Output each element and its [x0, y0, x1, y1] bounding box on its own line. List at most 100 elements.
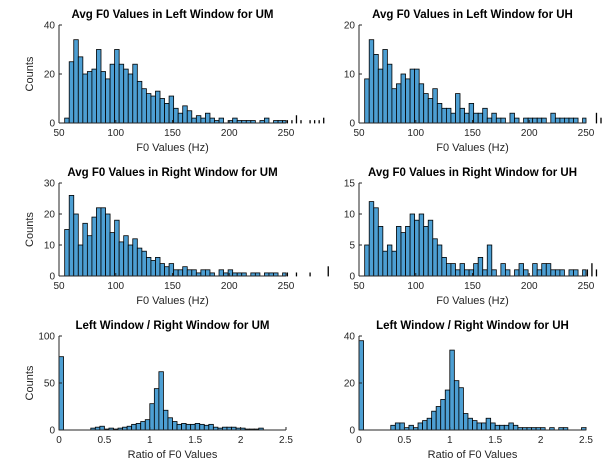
histogram-bar — [382, 250, 388, 277]
histogram-bar — [313, 120, 316, 124]
x-tick-label: 250 — [578, 128, 595, 139]
histogram-bar — [132, 63, 138, 124]
histogram-bar — [218, 269, 224, 277]
histogram-bar — [508, 422, 514, 431]
histogram-bar — [185, 423, 192, 431]
histogram-bar — [123, 68, 129, 124]
histogram-bar — [440, 399, 446, 431]
histogram-bar — [186, 110, 193, 124]
histogram-bar — [291, 120, 293, 124]
y-tick-label: 10 — [44, 241, 56, 252]
x-tick-label: 1 — [147, 435, 153, 446]
histogram-bar — [318, 120, 320, 124]
x-tick-label: 150 — [164, 281, 181, 292]
x-tick-label: 100 — [107, 128, 124, 139]
x-tick-label: 0.5 — [97, 435, 111, 446]
histogram-bar — [541, 263, 547, 277]
histogram-bar — [364, 244, 370, 277]
x-tick-label: 150 — [164, 128, 181, 139]
bars — [64, 39, 325, 124]
histogram-bar — [126, 425, 133, 431]
histogram-bar — [486, 117, 493, 124]
histogram-bar — [131, 423, 137, 431]
histogram-bar — [559, 117, 565, 124]
histogram-bar — [554, 117, 561, 124]
histogram-bar — [436, 103, 443, 124]
histogram-bar — [309, 120, 311, 124]
x-tick-label: 200 — [521, 281, 538, 292]
histogram-bar — [82, 73, 88, 124]
histogram-bar — [377, 225, 384, 277]
histogram-bar — [499, 424, 505, 431]
histogram-bar — [400, 232, 406, 277]
histogram-bar — [199, 423, 205, 431]
histogram-bar — [295, 115, 298, 124]
x-tick-label: 50 — [353, 128, 365, 139]
x-tick-label: 1.5 — [188, 435, 202, 446]
histogram-bar — [485, 417, 492, 431]
histogram-bar — [505, 269, 511, 277]
histogram-bar — [600, 117, 602, 124]
histogram-bar — [136, 247, 143, 277]
histogram-bar — [386, 244, 393, 277]
histogram-bar — [82, 222, 88, 277]
histogram-bar — [459, 263, 465, 277]
histogram-bar — [209, 117, 215, 124]
histogram-bar — [159, 98, 165, 124]
y-tick-label: 0 — [349, 119, 355, 130]
panel-left-um: Avg F0 Values in Left Window for UM F0 V… — [24, 9, 325, 154]
y-axis-label: Counts — [24, 56, 36, 91]
histogram-bar — [191, 117, 197, 124]
x-tick-label: 0 — [356, 435, 362, 446]
histogram-bar — [450, 112, 456, 124]
histogram-bar — [58, 356, 64, 431]
histogram-bar — [100, 207, 106, 277]
histogram-bar — [399, 422, 405, 431]
histogram-bar — [390, 424, 396, 431]
histogram-bar — [295, 272, 298, 277]
histogram-bar — [145, 93, 152, 124]
x-tick-label: 50 — [53, 281, 65, 292]
chart-title: Avg F0 Values in Right Window for UM — [67, 167, 277, 179]
histogram-bar — [482, 269, 488, 277]
y-tick-label: 20 — [344, 21, 356, 32]
histogram-bar — [408, 424, 414, 431]
x-axis-label: F0 Values (Hz) — [436, 142, 509, 154]
histogram-bar — [73, 213, 79, 277]
histogram-bar — [573, 117, 579, 124]
histogram-bar — [536, 269, 543, 277]
histogram-bar — [286, 120, 289, 124]
x-axis-label: F0 Values (Hz) — [436, 295, 509, 307]
histogram-bar — [86, 71, 93, 124]
histogram-bar — [123, 235, 129, 277]
histogram-bar — [99, 425, 105, 431]
x-tick-label: 2.5 — [579, 435, 593, 446]
histogram-bar — [473, 263, 479, 277]
x-tick-label: 250 — [578, 281, 595, 292]
histogram-bar — [418, 83, 425, 124]
histogram-bar — [164, 266, 170, 277]
histogram-bar — [368, 201, 375, 277]
histogram-bar — [491, 269, 497, 277]
histogram-bar — [153, 388, 160, 431]
histogram-bar — [432, 88, 438, 124]
histogram-bar — [203, 424, 210, 431]
histogram-bar — [91, 216, 97, 277]
histogram-bar — [132, 238, 138, 277]
histogram-bar — [149, 403, 155, 431]
histogram-bar — [373, 207, 379, 277]
histogram-bar — [426, 417, 433, 431]
histogram-bar — [73, 39, 79, 124]
panel-ratio-uh: Left Window / Right Window for UH Ratio … — [344, 320, 594, 461]
y-tick-label: 40 — [44, 21, 56, 32]
histogram-bar — [453, 380, 460, 431]
histogram-bar — [141, 88, 147, 124]
histogram-bar — [586, 269, 589, 277]
histogram-bar — [472, 420, 478, 431]
histogram-bar — [396, 83, 402, 124]
histogram-bar — [168, 95, 175, 124]
histogram-bar — [173, 107, 179, 124]
histogram-bar — [68, 61, 75, 124]
histogram-bar — [190, 423, 196, 431]
